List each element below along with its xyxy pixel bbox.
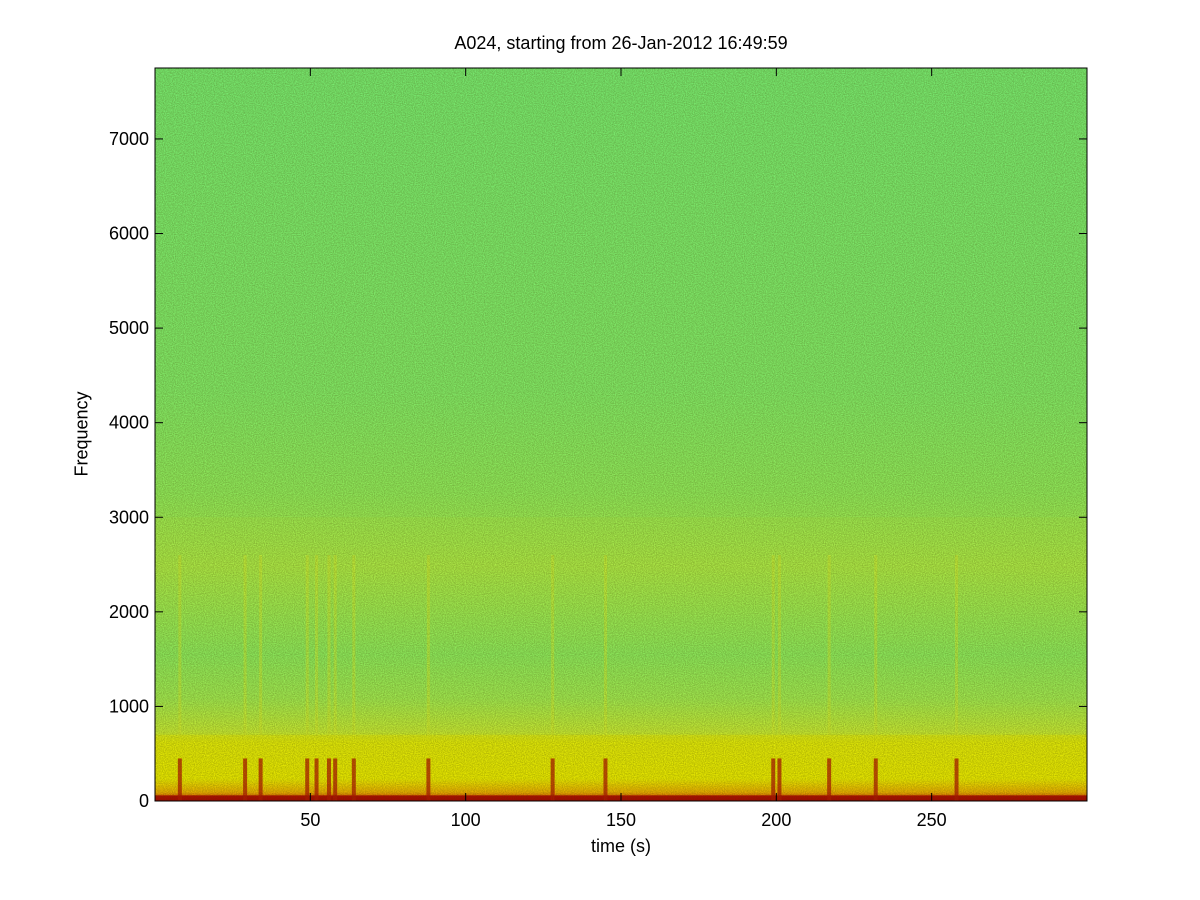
x-tick-label-100: 100 xyxy=(451,810,481,830)
x-axis-ticks: 50 100 150 200 250 xyxy=(300,68,947,830)
y-tick-label-4000: 4000 xyxy=(109,413,149,433)
y-tick-label-3000: 3000 xyxy=(109,507,149,527)
y-tick-label-5000: 5000 xyxy=(109,318,149,338)
y-tick-label-7000: 7000 xyxy=(109,129,149,149)
y-axis-label: Frequency xyxy=(71,391,92,477)
chart-title: A024, starting from 26-Jan-2012 16:49:59 xyxy=(454,33,788,53)
y-tick-label-6000: 6000 xyxy=(109,224,149,244)
y-tick-label-1000: 1000 xyxy=(109,696,149,716)
noise-texture xyxy=(155,68,1087,801)
x-tick-label-200: 200 xyxy=(761,810,791,830)
y-tick-label-2000: 2000 xyxy=(109,602,149,622)
y-axis-ticks: 0 1000 2000 3000 4000 5000 6000 7000 xyxy=(109,129,1087,811)
x-tick-label-250: 250 xyxy=(917,810,947,830)
x-tick-label-50: 50 xyxy=(300,810,320,830)
y-tick-label-0: 0 xyxy=(139,791,149,811)
x-tick-label-150: 150 xyxy=(606,810,636,830)
x-axis-label: time (s) xyxy=(591,836,651,856)
